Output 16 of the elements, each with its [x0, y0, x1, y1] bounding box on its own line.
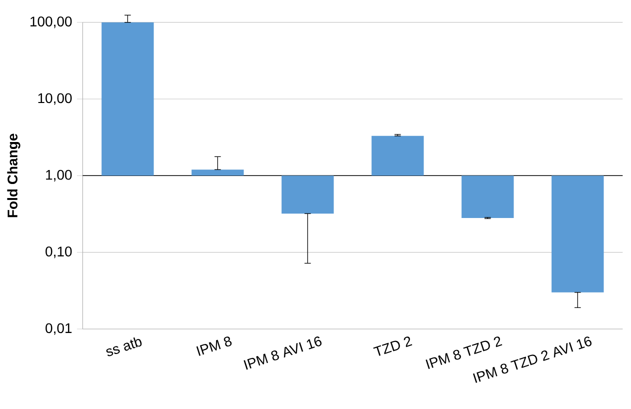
y-tick-label: 100,00	[30, 16, 72, 28]
x-tick-label: TZD 2	[373, 336, 412, 356]
y-tick-label: 1,00	[46, 170, 72, 182]
bar	[102, 22, 154, 176]
y-axis-title: Fold Change	[7, 134, 20, 218]
x-tick-label: IPM 8 AVI 16	[244, 336, 322, 370]
bar	[552, 176, 604, 292]
x-tick-label: IPM 8	[196, 336, 232, 356]
y-tick-label: 10,00	[38, 93, 72, 105]
y-tick-label: 0,01	[46, 323, 72, 335]
x-tick-label: ss atb	[106, 337, 142, 356]
bar	[462, 176, 514, 218]
bar	[192, 170, 244, 176]
bar	[282, 176, 334, 214]
bar	[372, 136, 424, 176]
y-tick-label: 0,10	[46, 246, 72, 258]
